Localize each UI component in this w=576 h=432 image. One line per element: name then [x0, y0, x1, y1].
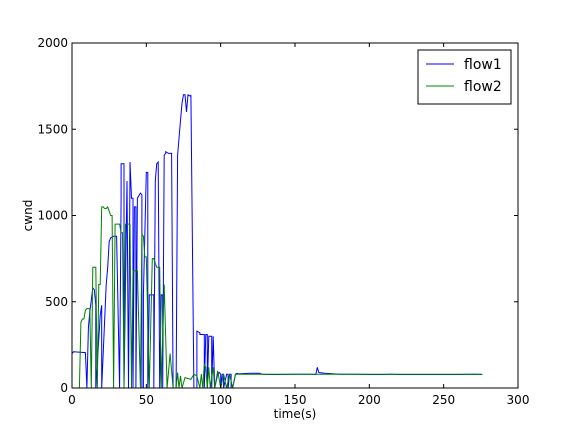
x-tick-label: 0 — [68, 393, 76, 407]
legend-label-flow1: flow1 — [464, 57, 502, 73]
y-tick-label: 2000 — [37, 36, 68, 50]
y-tick-label: 500 — [45, 295, 68, 309]
x-tick-label: 300 — [507, 393, 530, 407]
legend: flow1 flow2 — [417, 49, 512, 105]
x-axis-label: time(s) — [274, 407, 317, 421]
y-tick-label: 0 — [60, 381, 68, 395]
series-layer — [71, 93, 483, 389]
series-line-flow2 — [72, 205, 483, 389]
x-tick-label: 250 — [432, 393, 455, 407]
series-line-flow1 — [71, 93, 483, 389]
x-tick-label: 50 — [139, 393, 154, 407]
legend-label-flow2: flow2 — [464, 79, 502, 95]
y-tick-label: 1500 — [37, 122, 68, 136]
y-axis-label: cwnd — [21, 200, 35, 232]
axis-ticks: 0 50 100 150 200 250 300 0 500 1000 1500 2000 — [37, 36, 529, 407]
legend-box — [417, 49, 512, 105]
y-tick-label: 1000 — [37, 209, 68, 223]
x-tick-label: 200 — [358, 393, 381, 407]
x-tick-label: 100 — [209, 393, 232, 407]
x-tick-label: 150 — [284, 393, 307, 407]
